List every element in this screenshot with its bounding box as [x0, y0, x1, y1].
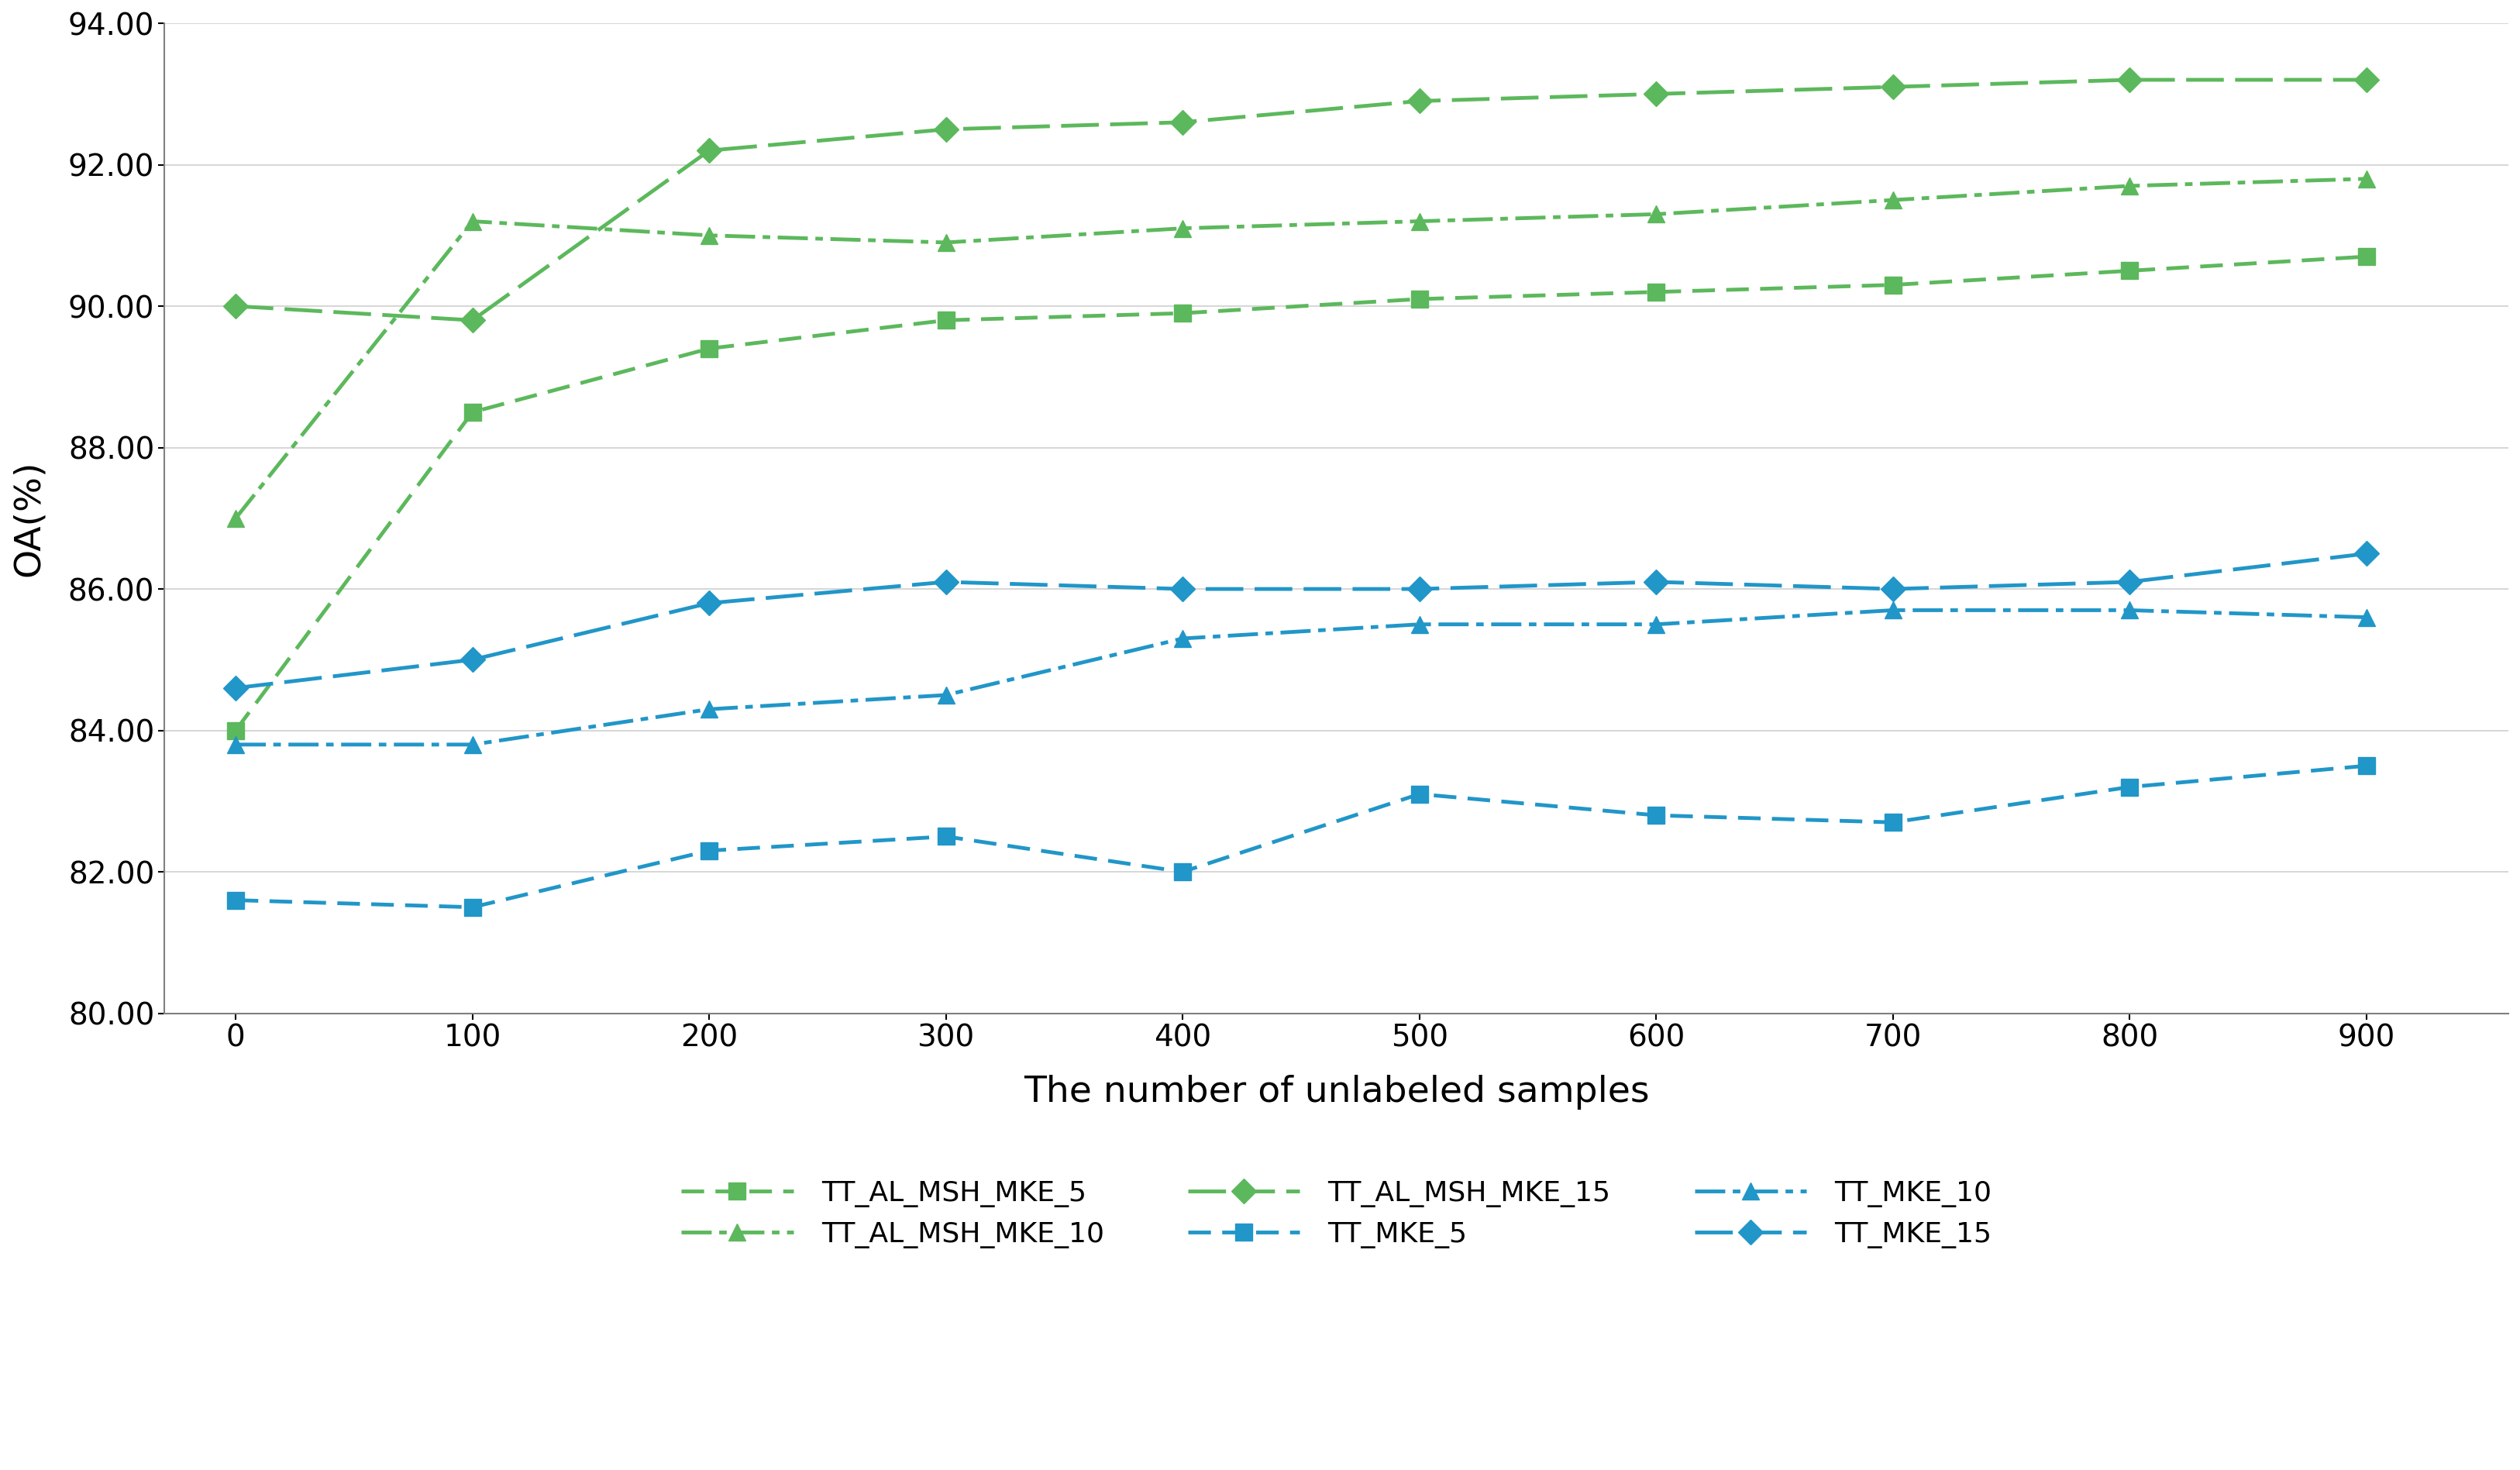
TT_AL_MSH_MKE_15 [1404, 93, 1434, 110]
TT_MKE_15 [2351, 545, 2381, 563]
TT_MKE_10 [1404, 616, 1434, 634]
TT_MKE_10 [456, 736, 486, 754]
TT_MKE_5 [1167, 863, 1197, 881]
TT_MKE_15 [1877, 581, 1908, 598]
TT_AL_MSH_MKE_10 [2351, 171, 2381, 188]
TT_MKE_10 [222, 736, 252, 754]
Y-axis label: OA(%): OA(%) [13, 460, 45, 576]
TT_MKE_10 [2351, 609, 2381, 626]
TT_MKE_15 [222, 679, 252, 697]
TT_MKE_5 [693, 842, 723, 860]
TT_MKE_10 [930, 686, 960, 704]
TT_AL_MSH_MKE_10 [1167, 219, 1197, 237]
TT_MKE_5 [930, 828, 960, 845]
Line: TT_AL_MSH_MKE_10: TT_AL_MSH_MKE_10 [227, 171, 2374, 526]
TT_MKE_5 [2114, 778, 2145, 795]
TT_AL_MSH_MKE_15 [930, 121, 960, 138]
TT_MKE_5 [1641, 807, 1671, 825]
TT_AL_MSH_MKE_10 [693, 226, 723, 244]
TT_AL_MSH_MKE_15 [222, 297, 252, 315]
TT_MKE_5 [1404, 785, 1434, 803]
TT_AL_MSH_MKE_10 [222, 510, 252, 528]
TT_AL_MSH_MKE_5 [1404, 290, 1434, 307]
TT_MKE_15 [693, 594, 723, 612]
Line: TT_MKE_5: TT_MKE_5 [227, 757, 2374, 916]
Line: TT_MKE_15: TT_MKE_15 [227, 545, 2374, 697]
TT_MKE_5 [222, 891, 252, 908]
TT_AL_MSH_MKE_10 [456, 213, 486, 231]
TT_MKE_10 [693, 700, 723, 717]
Legend: TT_AL_MSH_MKE_5, TT_AL_MSH_MKE_10, TT_AL_MSH_MKE_15, TT_MKE_5, TT_MKE_10, TT_MKE: TT_AL_MSH_MKE_5, TT_AL_MSH_MKE_10, TT_AL… [668, 1166, 2006, 1263]
TT_AL_MSH_MKE_5 [1167, 304, 1197, 322]
TT_MKE_5 [2351, 757, 2381, 775]
TT_MKE_5 [456, 898, 486, 916]
TT_MKE_15 [930, 573, 960, 591]
TT_AL_MSH_MKE_5 [2114, 262, 2145, 279]
TT_MKE_10 [2114, 601, 2145, 619]
TT_MKE_5 [1877, 813, 1908, 831]
TT_AL_MSH_MKE_15 [1877, 78, 1908, 96]
TT_AL_MSH_MKE_10 [930, 234, 960, 251]
TT_MKE_15 [2114, 573, 2145, 591]
TT_AL_MSH_MKE_5 [222, 722, 252, 739]
TT_AL_MSH_MKE_5 [1641, 284, 1671, 301]
TT_AL_MSH_MKE_15 [456, 312, 486, 329]
TT_AL_MSH_MKE_15 [693, 141, 723, 159]
TT_MKE_15 [1404, 581, 1434, 598]
TT_MKE_10 [1877, 601, 1908, 619]
TT_AL_MSH_MKE_5 [930, 312, 960, 329]
TT_AL_MSH_MKE_5 [2351, 248, 2381, 266]
Line: TT_AL_MSH_MKE_5: TT_AL_MSH_MKE_5 [227, 248, 2374, 739]
X-axis label: The number of unlabeled samples: The number of unlabeled samples [1023, 1075, 1651, 1110]
TT_MKE_15 [456, 651, 486, 669]
TT_AL_MSH_MKE_10 [1404, 213, 1434, 231]
Line: TT_AL_MSH_MKE_15: TT_AL_MSH_MKE_15 [227, 71, 2374, 329]
TT_MKE_15 [1167, 581, 1197, 598]
TT_MKE_15 [1641, 573, 1671, 591]
TT_MKE_10 [1167, 629, 1197, 647]
TT_AL_MSH_MKE_10 [1877, 191, 1908, 209]
TT_MKE_10 [1641, 616, 1671, 634]
TT_AL_MSH_MKE_15 [2351, 71, 2381, 88]
TT_AL_MSH_MKE_10 [2114, 176, 2145, 194]
TT_AL_MSH_MKE_5 [456, 403, 486, 420]
TT_AL_MSH_MKE_5 [693, 340, 723, 357]
TT_AL_MSH_MKE_15 [1641, 85, 1671, 103]
TT_AL_MSH_MKE_5 [1877, 276, 1908, 294]
Line: TT_MKE_10: TT_MKE_10 [227, 601, 2374, 753]
TT_AL_MSH_MKE_15 [1167, 113, 1197, 131]
TT_AL_MSH_MKE_10 [1641, 206, 1671, 223]
TT_AL_MSH_MKE_15 [2114, 71, 2145, 88]
